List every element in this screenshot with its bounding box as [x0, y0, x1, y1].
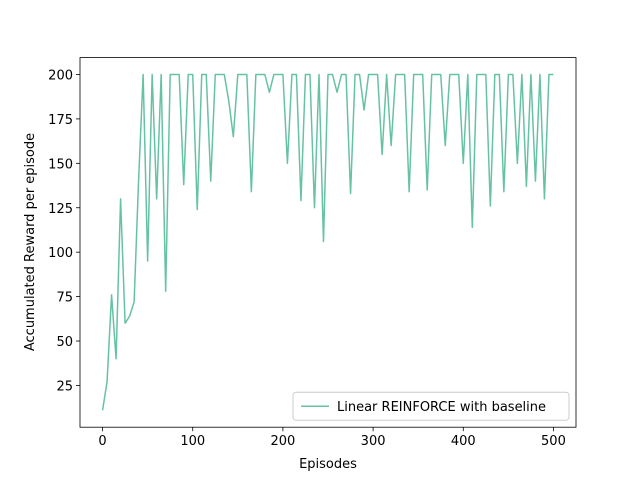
x-tick-label: 400 — [451, 434, 476, 449]
x-tick-label: 200 — [270, 434, 295, 449]
x-tick-label: 0 — [98, 434, 106, 449]
y-tick-label: 150 — [48, 157, 73, 172]
legend-box — [292, 391, 570, 421]
x-axis-label: Episodes — [299, 457, 357, 472]
line-series — [101, 73, 554, 411]
y-tick-label: 200 — [48, 68, 73, 83]
y-tick-label: 100 — [48, 246, 73, 261]
x-tick-label: 100 — [180, 434, 205, 449]
y-tick-label: 25 — [56, 379, 73, 394]
y-tick-label: 125 — [48, 202, 73, 217]
y-tick-label: 175 — [48, 113, 73, 128]
y-axis-label: Accumulated Reward per episode — [23, 133, 38, 351]
plot-frame — [79, 57, 577, 428]
legend-label: Linear REINFORCE with baseline — [337, 400, 546, 415]
x-tick-label: 500 — [541, 434, 566, 449]
y-tick-label: 75 — [56, 291, 73, 306]
y-tick-label: 50 — [56, 335, 73, 350]
x-tick-label: 300 — [361, 434, 386, 449]
